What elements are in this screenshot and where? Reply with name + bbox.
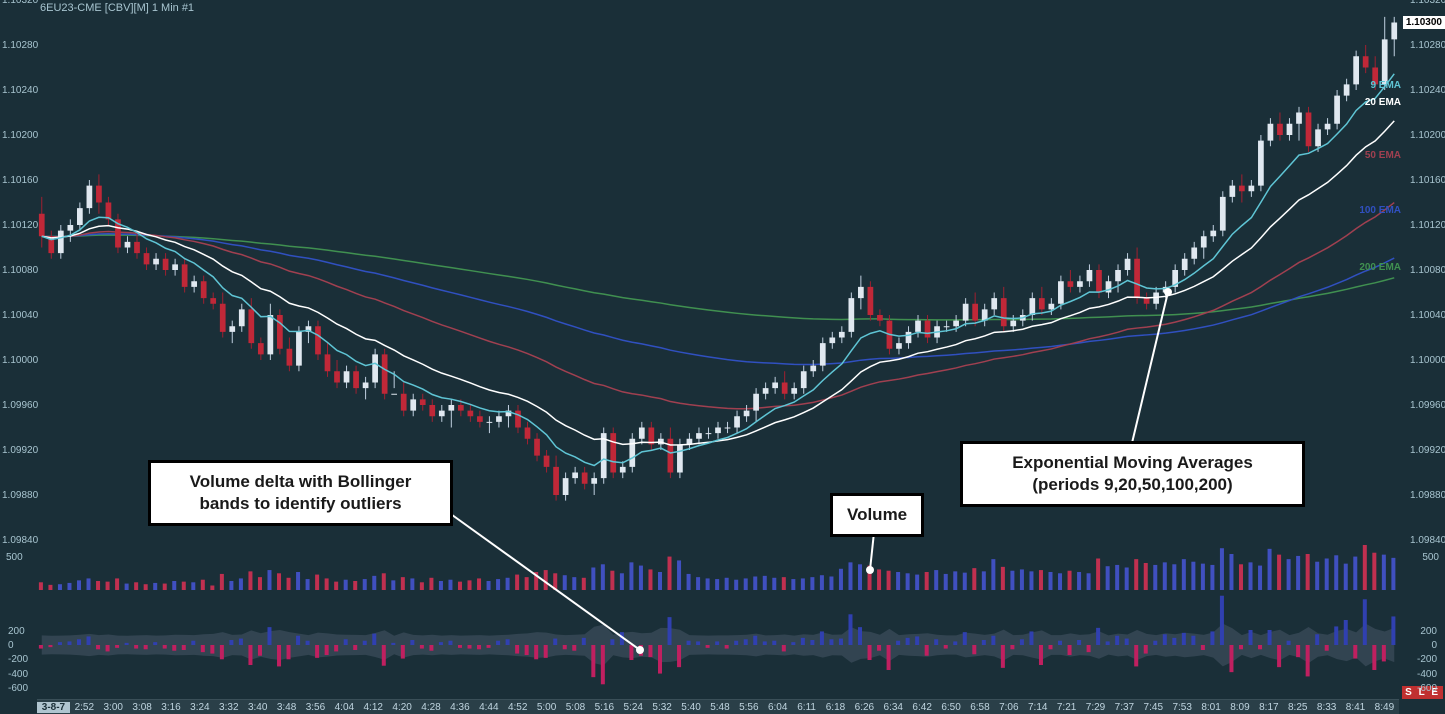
volume-chart[interactable] [37, 540, 1399, 590]
annotation-volume: Volume [830, 493, 924, 537]
annotation-volume-delta: Volume delta with Bollinger bands to ide… [148, 460, 453, 526]
symbol-label: 6EU23-CME [CBV][M] 1 Min #1 [40, 2, 194, 14]
ema-label: 20 EMA [1365, 97, 1401, 108]
delta-chart[interactable] [37, 595, 1399, 695]
y-axis-right: 1.103201.102801.102401.102001.101601.101… [1408, 0, 1445, 590]
ema-label: 200 EMA [1359, 262, 1401, 273]
current-price-badge: 1.10300 [1403, 16, 1445, 29]
ema-label: 9 EMA [1370, 80, 1401, 91]
time-axis: 3-8-72:523:003:083:163:243:323:403:483:5… [37, 699, 1399, 714]
y-axis-left: 1.103201.102801.102401.102001.101601.101… [0, 0, 37, 590]
ema-label: 50 EMA [1365, 150, 1401, 161]
annotation-ema: Exponential Moving Averages (periods 9,2… [960, 441, 1305, 507]
ema-label: 100 EMA [1359, 205, 1401, 216]
